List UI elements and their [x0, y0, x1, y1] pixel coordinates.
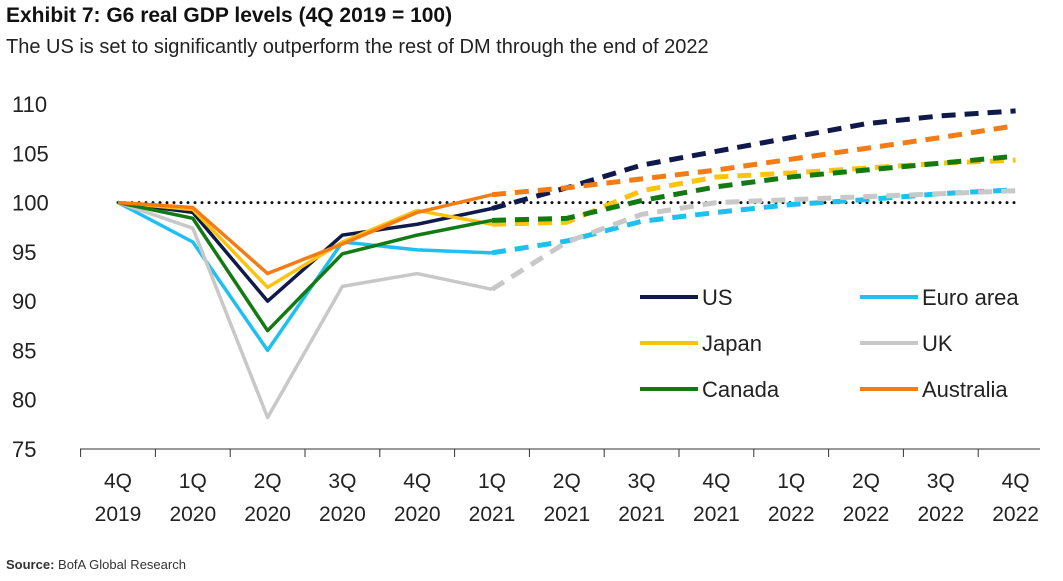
x-tick-label: 2020: [394, 503, 441, 526]
x-tick-label: 2021: [543, 503, 590, 526]
chart-subtitle: The US is set to significantly outperfor…: [6, 36, 709, 58]
x-tick-label: 2020: [244, 503, 291, 526]
x-tick-label: 3Q: [328, 470, 356, 493]
y-tick-label: 100: [12, 191, 49, 216]
y-tick-label: 110: [12, 92, 47, 117]
source-label: Source:: [6, 557, 55, 572]
series-line-uk-actual: [117, 200, 493, 420]
series-line-us-forecast: [491, 108, 1016, 211]
series-line-euro-area-forecast: [491, 187, 1016, 256]
x-tick-label: 3Q: [927, 470, 955, 493]
x-tick-label: 1Q: [478, 470, 506, 493]
y-tick-label: 75: [12, 437, 36, 462]
x-tick-label: 4Q: [702, 470, 730, 493]
source-note: Source: BofA Global Research: [6, 557, 186, 572]
legend-label: UK: [922, 331, 953, 356]
x-tick-label: 4Q: [1002, 470, 1030, 493]
y-tick-label: 90: [12, 289, 36, 314]
x-tick-label: 2Q: [254, 470, 282, 493]
x-tick-label: 2Q: [852, 470, 880, 493]
x-tick-label: 2021: [693, 503, 740, 526]
legend-label: Japan: [702, 331, 762, 356]
x-tick-label: 2019: [95, 503, 142, 526]
y-tick-label: 95: [12, 240, 36, 265]
x-tick-label: 2Q: [553, 470, 581, 493]
legend-label: Euro area: [922, 285, 1019, 310]
y-tick-label: 80: [12, 388, 36, 413]
legend-label: US: [702, 285, 733, 310]
series-line-uk-forecast: [490, 188, 1016, 292]
x-tick-label: 2021: [469, 503, 516, 526]
legend-label: Canada: [702, 377, 780, 402]
chart-title: Exhibit 7: G6 real GDP levels (4Q 2019 =…: [6, 4, 453, 27]
x-tick-label: 1Q: [777, 470, 805, 493]
x-tick-label: 2022: [768, 503, 815, 526]
legend-label: Australia: [922, 377, 1008, 402]
series-line-australia-forecast: [491, 123, 1016, 198]
x-tick-label: 2020: [169, 503, 216, 526]
x-tick-label: 2020: [319, 503, 366, 526]
series-line-australia-actual: [117, 192, 493, 276]
y-tick-label: 85: [12, 338, 36, 363]
series-line-canada-actual: [117, 200, 493, 333]
series-line-euro-area-actual: [117, 201, 493, 353]
x-tick-label: 2021: [618, 503, 665, 526]
x-tick-label: 2022: [843, 503, 890, 526]
x-tick-label: 1Q: [179, 470, 207, 493]
x-tick-label: 3Q: [628, 470, 656, 493]
series-line-canada-forecast: [491, 153, 1016, 223]
x-tick-label: 4Q: [403, 470, 431, 493]
y-tick-label: 105: [12, 141, 49, 166]
x-tick-label: 2022: [917, 503, 964, 526]
series-line-us-actual: [117, 200, 493, 303]
source-text: BofA Global Research: [58, 557, 186, 572]
x-tick-label: 2022: [992, 503, 1039, 526]
x-tick-label: 4Q: [104, 470, 132, 493]
